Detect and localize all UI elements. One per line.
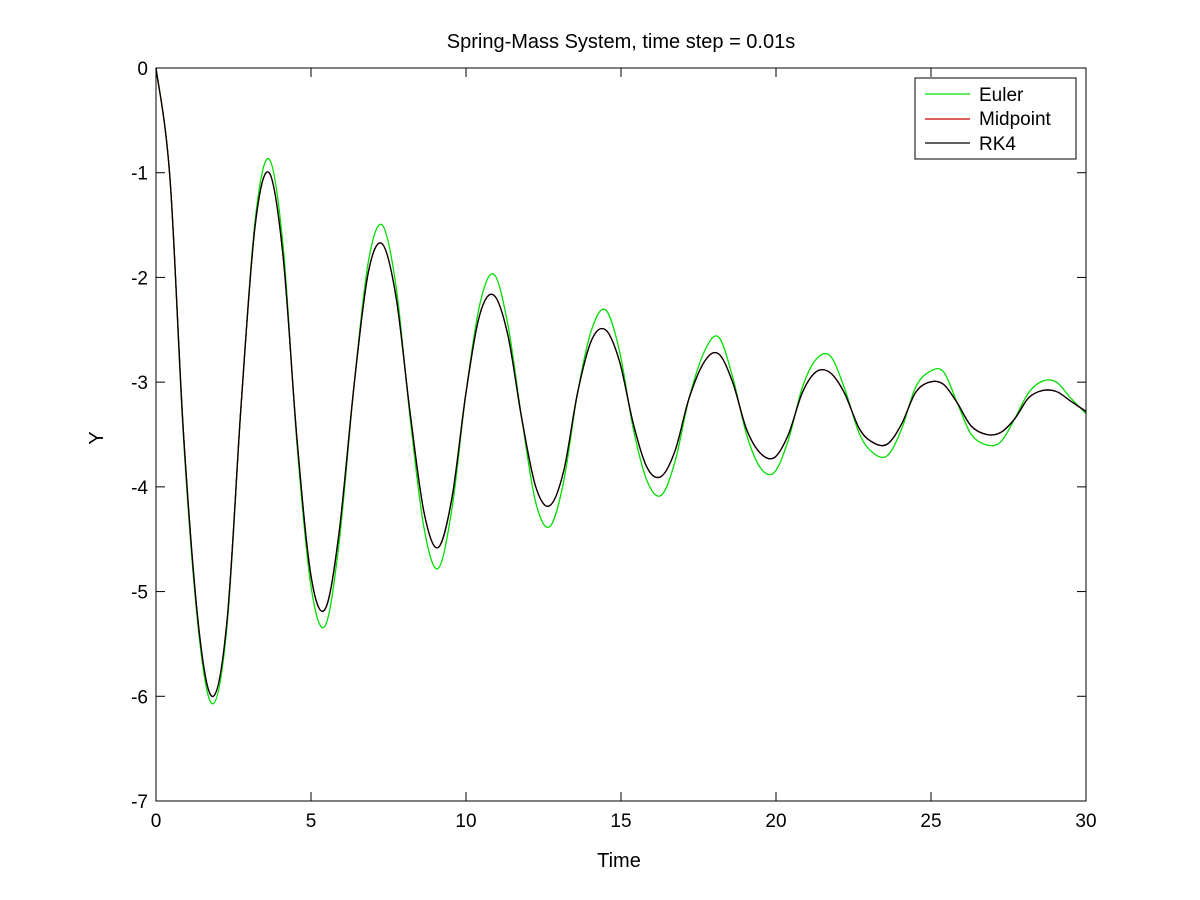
legend-label-euler: Euler: [979, 85, 1024, 106]
chart-title: Spring-Mass System, time step = 0.01s: [447, 31, 795, 53]
x-tick-label: 5: [306, 811, 317, 832]
y-tick-label: -3: [131, 373, 148, 394]
y-tick-label: -1: [131, 164, 148, 185]
x-tick-label: 0: [151, 811, 162, 832]
legend: Euler Midpoint RK4: [914, 77, 1077, 160]
x-tick-label: 10: [455, 811, 476, 832]
y-tick-label: 0: [137, 59, 148, 80]
x-tick-label: 25: [920, 811, 941, 832]
legend-label-rk4: RK4: [979, 134, 1016, 155]
series-line-rk4: [155, 67, 1087, 697]
y-tick-label: -2: [131, 268, 148, 289]
x-tick-label: 15: [610, 811, 631, 832]
x-tick-label: 20: [765, 811, 786, 832]
y-axis-label: Y: [86, 431, 108, 444]
x-tick-label: 30: [1075, 811, 1096, 832]
legend-label-midpoint: Midpoint: [979, 109, 1052, 130]
x-axis-label: Time: [597, 850, 641, 872]
y-tick-label: -6: [131, 687, 148, 708]
series-lines: [155, 67, 1087, 705]
y-tick-label: -7: [131, 792, 148, 813]
series-line-euler: [155, 67, 1087, 705]
plot-frame: [155, 67, 1087, 802]
y-tick-label: -5: [131, 583, 148, 604]
y-tick-label: -4: [131, 478, 148, 499]
